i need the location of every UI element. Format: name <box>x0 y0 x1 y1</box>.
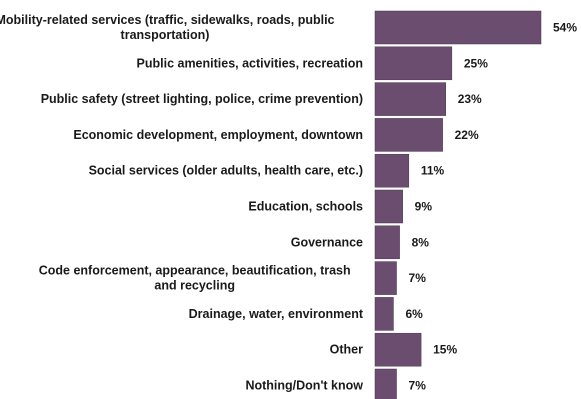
value-label-3: 22% <box>455 128 479 142</box>
value-label-10: 7% <box>409 379 427 393</box>
bar-8 <box>374 297 394 331</box>
category-label-1: Public amenities, activities, recreation <box>137 56 363 70</box>
category-label-9: Other <box>330 343 363 357</box>
bar-3 <box>374 118 443 152</box>
value-label-5: 9% <box>415 200 433 214</box>
bar-1 <box>374 46 453 81</box>
value-label-0: 54% <box>553 21 577 35</box>
category-label-8: Drainage, water, environment <box>189 307 364 321</box>
bar-2 <box>374 82 446 116</box>
category-label-10: Nothing/Don't know <box>245 379 363 393</box>
value-label-8: 6% <box>405 307 423 321</box>
category-label-3: Economic development, employment, downto… <box>73 128 363 142</box>
value-label-4: 11% <box>421 164 445 178</box>
bar-4 <box>374 153 410 188</box>
category-label-6: Governance <box>291 235 363 249</box>
category-label-5: Education, schools <box>248 200 363 214</box>
category-label-7: Code enforcement, appearance, beautifica… <box>39 264 351 293</box>
value-label-6: 8% <box>412 235 430 249</box>
bar-6 <box>374 225 400 260</box>
value-label-7: 7% <box>409 271 427 285</box>
bar-9 <box>374 332 422 367</box>
category-labels-group: Mobility-related services (traffic, side… <box>0 13 364 393</box>
value-labels-group: 54% 25% 23% 22% 11% 9% 8% 7% 6% 15% 7% <box>405 21 577 393</box>
value-label-2: 23% <box>458 92 482 106</box>
value-label-1: 25% <box>464 56 488 70</box>
value-label-9: 15% <box>433 343 457 357</box>
bar-7 <box>374 261 397 295</box>
bar-0 <box>374 10 542 45</box>
bar-5 <box>374 189 403 224</box>
category-label-4: Social services (older adults, health ca… <box>89 164 363 178</box>
bars-group <box>374 10 542 399</box>
category-label-2: Public safety (street lighting, police, … <box>41 92 363 106</box>
category-label-0: Mobility-related services (traffic, side… <box>0 13 335 42</box>
bar-10 <box>374 368 397 399</box>
